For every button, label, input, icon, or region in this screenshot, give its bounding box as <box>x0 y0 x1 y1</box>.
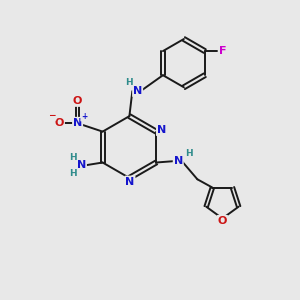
Text: H: H <box>126 78 133 87</box>
Text: N: N <box>77 160 86 170</box>
Text: H: H <box>69 153 76 162</box>
Text: N: N <box>73 118 82 128</box>
Text: N: N <box>133 86 142 96</box>
Text: F: F <box>219 46 227 56</box>
Text: −: − <box>48 111 56 120</box>
Text: +: + <box>81 112 87 121</box>
Text: N: N <box>125 176 135 187</box>
Text: H: H <box>69 169 76 178</box>
Text: O: O <box>55 118 64 128</box>
Text: O: O <box>218 216 227 226</box>
Text: H: H <box>185 149 192 158</box>
Text: O: O <box>73 96 82 106</box>
Text: N: N <box>157 125 166 135</box>
Text: N: N <box>174 156 183 166</box>
